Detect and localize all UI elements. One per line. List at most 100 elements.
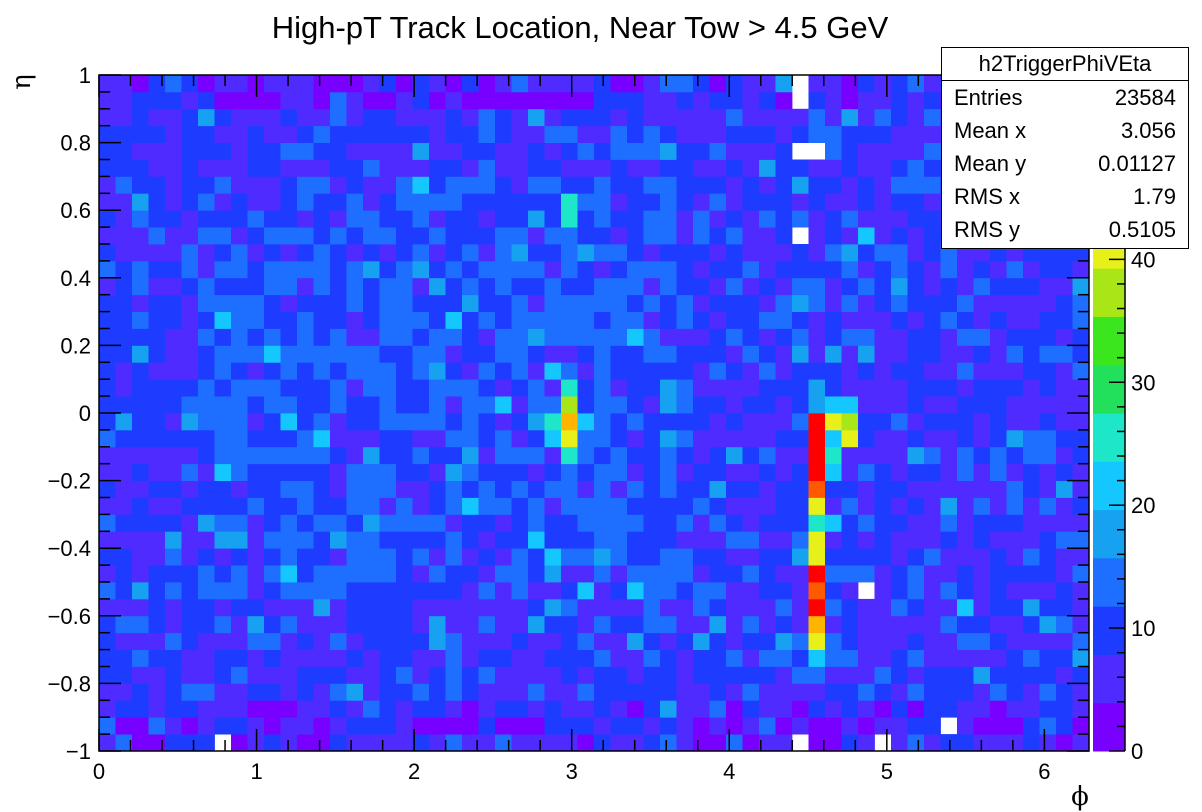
heatmap-cell: [379, 582, 397, 600]
heatmap-cell: [726, 142, 743, 160]
heatmap-cell: [495, 582, 512, 600]
heatmap-cell: [396, 531, 413, 549]
heatmap-cell: [874, 159, 892, 177]
heatmap-cell: [99, 598, 116, 617]
heatmap-cell: [1039, 734, 1057, 752]
heatmap-cell: [214, 413, 232, 431]
heatmap-cell: [610, 632, 628, 650]
heatmap-cell: [247, 193, 265, 211]
heatmap-cell: [247, 717, 265, 735]
heatmap-cell: [429, 91, 446, 110]
heatmap-cell: [214, 565, 232, 583]
heatmap-cell: [841, 244, 859, 262]
heatmap-cell: [1006, 345, 1024, 363]
heatmap-cell: [957, 666, 974, 684]
heatmap-cell: [858, 615, 875, 634]
heatmap-cell: [973, 632, 991, 650]
heatmap-cell: [198, 666, 215, 684]
heatmap-cell: [627, 565, 644, 583]
heatmap-cell: [445, 396, 463, 414]
heatmap-cell: [907, 277, 925, 296]
heatmap-cell: [132, 717, 149, 735]
heatmap-cell: [775, 565, 793, 583]
heatmap-cell: [957, 446, 974, 465]
heatmap-cell: [346, 632, 364, 650]
heatmap-cell: [1072, 463, 1090, 481]
heatmap-cell: [957, 717, 974, 735]
heatmap-cell: [990, 632, 1007, 650]
heatmap-cell: [181, 598, 199, 617]
heatmap-cell: [693, 463, 710, 481]
heatmap-cell: [1006, 413, 1024, 431]
heatmap-cell: [610, 598, 628, 617]
heatmap-cell: [627, 446, 644, 465]
heatmap-cell: [1056, 446, 1073, 465]
heatmap-cell: [957, 683, 974, 701]
heatmap-cell: [330, 328, 347, 346]
heatmap-cell: [412, 598, 430, 617]
heatmap-cell: [561, 615, 578, 634]
heatmap-cell: [825, 379, 842, 397]
heatmap-cell: [115, 210, 133, 228]
heatmap-cell: [528, 531, 545, 549]
heatmap-cell: [99, 497, 116, 515]
heatmap-cell: [1056, 734, 1073, 752]
heatmap-cell: [940, 328, 958, 346]
heatmap-cell: [429, 142, 446, 160]
heatmap-cell: [280, 294, 298, 312]
heatmap-cell: [346, 548, 364, 566]
heatmap-cell: [214, 362, 232, 380]
heatmap-cell: [726, 463, 743, 481]
heatmap-cell: [973, 429, 991, 448]
heatmap-cell: [379, 193, 397, 211]
heatmap-cell: [1006, 463, 1024, 481]
heatmap-cell: [709, 260, 727, 279]
heatmap-cell: [280, 429, 298, 448]
heatmap-cell: [874, 615, 892, 634]
heatmap-cell: [148, 598, 166, 617]
heatmap-cell: [643, 91, 661, 110]
heatmap-cell: [627, 548, 644, 566]
y-tick-label: 0.2: [60, 333, 91, 358]
heatmap-cell: [115, 598, 133, 617]
heatmap-cell: [561, 108, 578, 127]
heatmap-cell: [924, 598, 941, 617]
heatmap-cell: [511, 582, 529, 600]
heatmap-cell: [907, 615, 925, 634]
heatmap-cell: [1023, 548, 1040, 566]
heatmap-cell: [181, 362, 199, 380]
heatmap-cell: [577, 159, 595, 177]
heatmap-cell: [544, 582, 562, 600]
heatmap-cell: [726, 565, 743, 583]
heatmap-cell: [511, 75, 529, 93]
heatmap-cell: [462, 463, 479, 481]
heatmap-cell: [610, 734, 628, 752]
heatmap-cell: [874, 91, 892, 110]
heatmap-cell: [891, 311, 908, 329]
heatmap-cell: [561, 227, 578, 245]
heatmap-cell: [429, 176, 446, 194]
heatmap-cell: [462, 700, 479, 718]
heatmap-cell: [1056, 666, 1073, 684]
heatmap-cell: [511, 734, 529, 752]
heatmap-cell: [874, 328, 892, 346]
heatmap-cell: [412, 328, 430, 346]
heatmap-cell: [462, 582, 479, 600]
heatmap-cell: [462, 531, 479, 549]
heatmap-cell: [1072, 446, 1090, 465]
stats-label: RMS y: [954, 217, 1020, 242]
heatmap-cell: [99, 615, 116, 634]
heatmap-cell: [264, 75, 281, 93]
heatmap-cell: [973, 396, 991, 414]
heatmap-cell: [726, 379, 743, 397]
heatmap-cell: [792, 379, 809, 397]
heatmap-cell: [775, 463, 793, 481]
heatmap-cell: [495, 413, 512, 431]
heatmap-cell: [792, 666, 809, 684]
heatmap-cell: [742, 260, 760, 279]
heatmap-cell: [363, 311, 380, 329]
heatmap-cell: [1056, 396, 1073, 414]
heatmap-cell: [478, 649, 496, 667]
heatmap-cell: [858, 193, 875, 211]
heatmap-cell: [346, 413, 364, 431]
